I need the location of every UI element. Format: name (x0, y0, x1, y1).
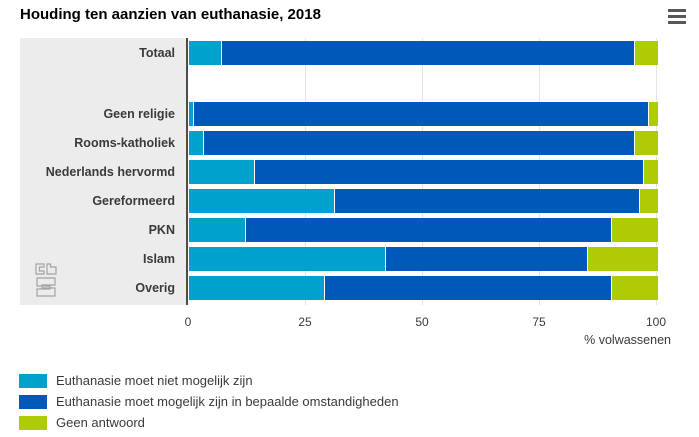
bar-segment[interactable] (188, 131, 203, 155)
legend-label: Euthanasie moet mogelijk zijn in bepaald… (56, 394, 399, 409)
legend-item-niet-mogelijk[interactable]: Euthanasie moet niet mogelijk zijn (19, 374, 399, 388)
bar-segment[interactable] (334, 189, 639, 213)
bar-segment[interactable] (203, 131, 635, 155)
category-label: Gereformeerd (92, 194, 175, 208)
category-label-panel (20, 38, 187, 305)
bar-segment[interactable] (325, 276, 611, 300)
bar-gereformeerd (188, 189, 659, 213)
category-label: Overig (135, 281, 175, 295)
x-tick-label: 75 (532, 315, 546, 329)
category-label: Islam (143, 252, 175, 266)
x-tick-label: 0 (184, 315, 192, 329)
x-tick-label: 100 (645, 315, 667, 329)
legend-swatch-green (19, 416, 47, 430)
bar-segment[interactable] (188, 41, 222, 65)
bar-totaal (188, 41, 659, 65)
bar-segment[interactable] (635, 41, 659, 65)
legend: Euthanasie moet niet mogelijk zijn Eutha… (19, 374, 399, 437)
chart-title: Houding ten aanzien van euthanasie, 2018 (20, 6, 321, 23)
bar-segment[interactable] (611, 276, 659, 300)
legend-item-wel-mogelijk[interactable]: Euthanasie moet mogelijk zijn in bepaald… (19, 395, 399, 409)
bar-segment[interactable] (194, 102, 649, 126)
x-axis-ticks: 0 25 50 75 100 (20, 315, 684, 329)
bar-segment[interactable] (188, 189, 334, 213)
bar-overig (188, 276, 659, 300)
bar-rooms-katholiek (188, 131, 659, 155)
bar-segment[interactable] (644, 160, 659, 184)
x-tick-label: 25 (298, 315, 312, 329)
category-label: Geen religie (103, 107, 175, 121)
bar-segment[interactable] (188, 247, 386, 271)
x-tick-label: 50 (415, 315, 429, 329)
bar-segment[interactable] (245, 218, 611, 242)
hamburger-icon (668, 15, 686, 18)
legend-item-geen-antwoord[interactable]: Geen antwoord (19, 416, 399, 430)
x-axis-label: % volwassenen (584, 333, 671, 347)
bar-segment[interactable] (255, 160, 644, 184)
bar-pkn (188, 218, 659, 242)
bar-geen-religie (188, 102, 659, 126)
bar-segment[interactable] (639, 189, 659, 213)
category-label: Totaal (139, 46, 175, 60)
hamburger-icon (668, 9, 686, 12)
cbs-logo (33, 262, 59, 303)
category-label: PKN (148, 223, 175, 237)
hamburger-icon (668, 21, 686, 24)
bar-segment[interactable] (188, 218, 245, 242)
bar-islam (188, 247, 659, 271)
bar-segment[interactable] (611, 218, 659, 242)
category-label: Rooms-katholiek (74, 136, 175, 150)
legend-label: Geen antwoord (56, 415, 145, 430)
bar-segment[interactable] (635, 131, 659, 155)
legend-swatch-darkblue (19, 395, 47, 409)
bar-segment[interactable] (588, 247, 659, 271)
bar-segment[interactable] (188, 160, 255, 184)
bar-segment[interactable] (386, 247, 588, 271)
bar-nederlands-hervormd (188, 160, 659, 184)
bar-segment[interactable] (188, 102, 194, 126)
bar-segment[interactable] (649, 102, 659, 126)
bar-segment[interactable] (222, 41, 635, 65)
chart-area: Totaal Geen religie Rooms-katholiek Nederla… (20, 38, 684, 305)
bar-segment[interactable] (188, 276, 325, 300)
legend-label: Euthanasie moet niet mogelijk zijn (56, 373, 253, 388)
category-label: Nederlands hervormd (45, 165, 175, 179)
legend-swatch-lightblue (19, 374, 47, 388)
y-axis-line (186, 38, 188, 305)
menu-button[interactable] (668, 9, 686, 24)
